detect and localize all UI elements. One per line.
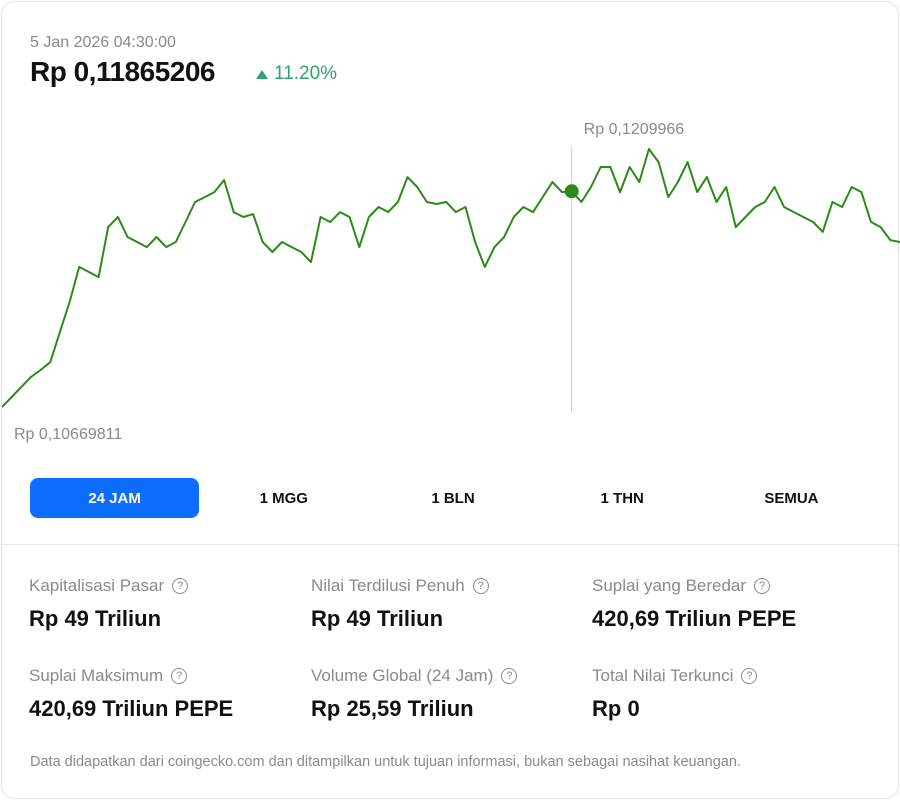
price-line: [2, 148, 900, 408]
price-chart[interactable]: Rp 0,1209966 Rp 0,10669811: [2, 102, 900, 452]
stat-label: Total Nilai Terkunci: [592, 666, 734, 685]
timestamp: 5 Jan 2026 04:30:00: [30, 34, 176, 51]
stat-market-cap: Kapitalisasi Pasar? Rp 49 Triliun: [29, 576, 299, 632]
price-change-value: 11.20%: [274, 63, 338, 84]
tab-24-jam[interactable]: 24 JAM: [30, 478, 200, 518]
help-icon[interactable]: ?: [171, 668, 188, 684]
stat-max-supply: Suplai Maksimum? 420,69 Triliun PEPE: [29, 666, 299, 722]
stat-value: Rp 49 Triliun: [29, 606, 162, 631]
max-price-label: Rp 0,1209966: [584, 121, 685, 138]
tab-1-thn[interactable]: 1 THN: [600, 489, 644, 507]
stat-value: 420,69 Triliun PEPE: [592, 606, 797, 631]
stat-label: Kapitalisasi Pasar: [29, 576, 165, 595]
help-icon[interactable]: ?: [501, 668, 518, 684]
stat-label: Nilai Terdilusi Penuh: [311, 576, 465, 595]
current-price: Rp 0,11865206: [30, 56, 216, 87]
help-icon[interactable]: ?: [754, 578, 771, 594]
stat-circulating-supply: Suplai yang Beredar? 420,69 Triliun PEPE: [592, 576, 862, 632]
stat-value: Rp 49 Triliun: [311, 606, 444, 631]
divider: [2, 544, 898, 545]
stat-global-volume: Volume Global (24 Jam)? Rp 25,59 Triliun: [311, 666, 581, 722]
stat-label: Volume Global (24 Jam): [311, 666, 494, 685]
stat-label: Suplai Maksimum: [29, 666, 164, 685]
help-icon[interactable]: ?: [472, 578, 489, 594]
tab-semua[interactable]: SEMUA: [764, 489, 819, 507]
price-change: 11.20%: [256, 63, 337, 85]
disclaimer: Data didapatkan dari coingecko.com dan d…: [30, 754, 741, 770]
triangle-up-icon: [256, 69, 268, 79]
stat-label: Suplai yang Beredar: [592, 576, 747, 595]
hover-point: [564, 184, 579, 199]
tab-1-mgg[interactable]: 1 MGG: [259, 489, 308, 507]
stat-total-value-locked: Total Nilai Terkunci? Rp 0: [592, 666, 862, 722]
range-tabs: 24 JAM 1 MGG 1 BLN 1 THN SEMUA: [30, 478, 876, 518]
help-icon[interactable]: ?: [741, 668, 758, 684]
stat-value: Rp 0: [592, 696, 640, 721]
stat-value: 420,69 Triliun PEPE: [29, 696, 234, 721]
tab-1-bln[interactable]: 1 BLN: [431, 489, 475, 507]
help-icon[interactable]: ?: [172, 578, 189, 594]
min-price-label: Rp 0,10669811: [14, 426, 122, 443]
stat-value: Rp 25,59 Triliun: [311, 696, 474, 721]
stat-fully-diluted: Nilai Terdilusi Penuh? Rp 49 Triliun: [311, 576, 581, 632]
